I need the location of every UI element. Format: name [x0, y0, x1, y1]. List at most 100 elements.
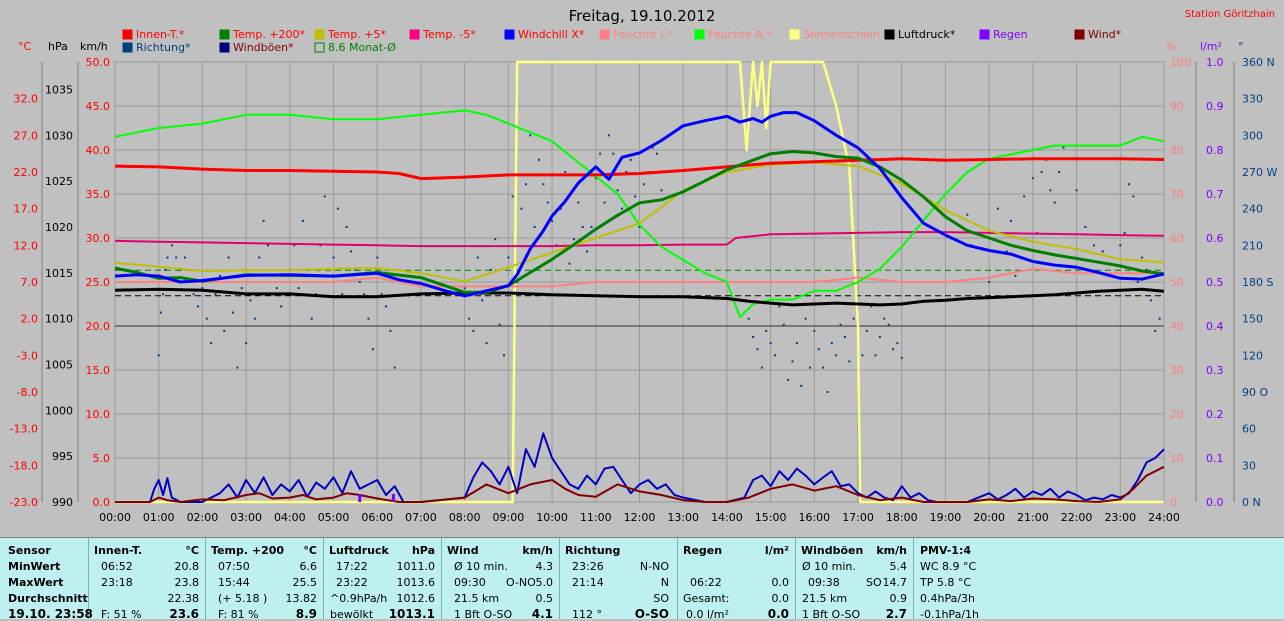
direction-point-87 — [603, 201, 606, 204]
direction-point-69 — [524, 183, 527, 186]
direction-point-15 — [218, 274, 221, 277]
direction-point-110 — [787, 378, 790, 381]
tick-time-12: 12:00 — [624, 511, 656, 524]
regen-unit: l/m² — [764, 544, 789, 557]
legend-label-11: Richtung* — [136, 41, 191, 54]
boeen-r3-label: 21.5 km — [802, 592, 848, 605]
unit-wind: km/h — [80, 40, 108, 53]
direction-point-147 — [1040, 171, 1043, 173]
innen-unit: °C — [185, 544, 199, 557]
series-windb-en- — [115, 432, 1165, 503]
direction-point-58 — [476, 256, 479, 259]
direction-point-51 — [380, 293, 383, 296]
direction-point-43 — [345, 226, 348, 228]
stats-luftdruck: Luftdruck hPa 17:22 1011.0 23:22 1013.6 … — [324, 538, 442, 621]
direction-point-24 — [258, 256, 261, 259]
wind-r2-dir: O-NO — [506, 576, 536, 589]
unit-temp: °C — [18, 40, 32, 53]
tick-time-8: 08:00 — [449, 511, 481, 524]
regen-r2-time: 06:22 — [690, 576, 722, 589]
boeen-r3-val: 0.9 — [889, 592, 908, 605]
direction-point-133 — [887, 323, 890, 326]
direction-point-101 — [747, 317, 750, 320]
tick-direction-8: 120 — [1242, 349, 1263, 362]
series-windchill-x- — [114, 111, 1165, 298]
tick-direction-11: 30 — [1242, 459, 1256, 472]
direction-point-103 — [756, 348, 759, 351]
chart-title: Freitag, 19.10.2012 — [569, 7, 716, 25]
direction-point-106 — [769, 342, 772, 345]
tick-temp-8: -8.0 — [17, 386, 38, 399]
right-axes: 10090807060504030201001.00.90.80.70.60.5… — [1170, 56, 1277, 509]
legend-label-6: Feuchte A.* — [708, 28, 772, 41]
direction-point-13 — [210, 342, 213, 345]
tick-time-6: 06:00 — [361, 511, 393, 524]
stats-temp200: Temp. +200 °C 07:50 6.6 15:44 25.5 (+ 5.… — [206, 538, 324, 621]
temp200-avg-label: (+ 5.18 ) — [218, 592, 268, 605]
tick-rain-8: 0.2 — [1206, 408, 1224, 421]
series-temp-5- — [114, 161, 1165, 283]
chart-legend: Innen-T.* Temp. +200* Temp. +5* Temp. -5* Wi… — [122, 28, 1122, 54]
row-max-label: MaxWert — [8, 576, 64, 589]
direction-point-50 — [376, 256, 379, 259]
direction-point-112 — [795, 342, 798, 345]
wind-r4-label: 1 Bft O-SO — [454, 608, 513, 621]
tick-time-4: 04:00 — [274, 511, 306, 524]
direction-point-20 — [240, 287, 243, 290]
boeen-r1-label: Ø 10 min. — [802, 560, 856, 573]
legend-swatch-7 — [789, 29, 800, 40]
direction-point-77 — [559, 207, 562, 210]
pmv-r4: -0.1hPa/1h — [920, 608, 979, 621]
tick-direction-9: 90 O — [1242, 386, 1268, 399]
temp200-title: Temp. +200 — [211, 544, 285, 557]
regen-r2-val: 0.0 — [771, 576, 790, 589]
direction-point-167 — [1158, 317, 1161, 320]
innen-min-time: 06:52 — [101, 560, 133, 573]
legend-swatch-1 — [219, 29, 230, 40]
tick-rain-6: 0.4 — [1206, 320, 1224, 333]
tick-rain-9: 0.1 — [1206, 452, 1224, 465]
direction-point-113 — [800, 384, 803, 387]
tick-temp-2: 22.0 — [14, 166, 39, 179]
tick-direction-5: 210 — [1242, 239, 1263, 252]
direction-point-130 — [874, 354, 877, 357]
regen-r3-label: Gesamt: — [683, 592, 730, 605]
tick-rain-4: 0.6 — [1206, 232, 1224, 245]
druck-cur-label: bewölkt — [330, 608, 374, 621]
unit-humidity: % — [1166, 40, 1176, 53]
direction-point-111 — [791, 360, 794, 363]
direction-point-54 — [393, 366, 396, 369]
boeen-title: Windböen — [801, 544, 864, 557]
tick-humidity-10: 0 — [1170, 496, 1177, 509]
direction-point-46 — [358, 281, 361, 283]
direction-point-63 — [498, 323, 501, 326]
direction-point-140 — [996, 207, 999, 210]
innen-max-val: 23.8 — [174, 576, 200, 589]
direction-point-14 — [214, 293, 217, 296]
rain-mark-0 — [358, 494, 362, 502]
direction-point-68 — [520, 207, 523, 210]
tick-rain-0: 1.0 — [1206, 56, 1224, 69]
boeen-unit: km/h — [876, 544, 907, 557]
innen-cur: 23.6 — [169, 607, 199, 621]
direction-point-144 — [1023, 195, 1026, 198]
tick-time-20: 20:00 — [973, 511, 1005, 524]
direction-point-142 — [1010, 219, 1013, 222]
direction-point-12 — [205, 317, 208, 320]
tick-time-3: 03:00 — [230, 511, 262, 524]
direction-point-145 — [1031, 177, 1034, 180]
direction-point-47 — [363, 293, 366, 296]
innen-title: Innen-T. — [94, 544, 143, 557]
direction-point-155 — [1093, 244, 1096, 247]
legend-label-13: 8.6 Monat-Ø — [328, 41, 396, 54]
direction-point-32 — [297, 287, 300, 290]
pmv-title: PMV-1:4 — [920, 544, 971, 557]
tick-time-16: 16:00 — [798, 511, 830, 524]
legend-swatch-2 — [314, 29, 325, 40]
direction-point-100 — [660, 189, 663, 192]
rain-mark-1 — [391, 494, 395, 502]
tick-rain-3: 0.7 — [1206, 188, 1224, 201]
richtung-r4-val: O-SO — [634, 607, 669, 621]
direction-point-143 — [1014, 274, 1017, 277]
direction-point-4 — [166, 256, 169, 259]
